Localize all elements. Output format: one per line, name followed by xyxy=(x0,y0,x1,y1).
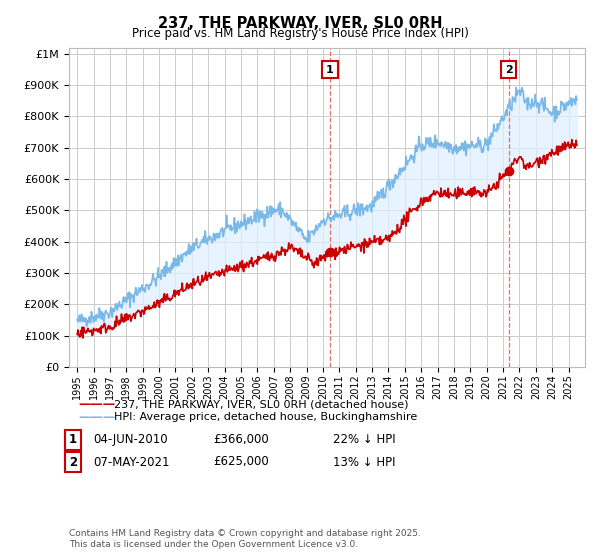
Text: Price paid vs. HM Land Registry's House Price Index (HPI): Price paid vs. HM Land Registry's House … xyxy=(131,27,469,40)
Text: ———: ——— xyxy=(78,410,115,424)
Text: 2: 2 xyxy=(69,455,77,469)
Text: 04-JUN-2010: 04-JUN-2010 xyxy=(93,433,167,446)
Text: 07-MAY-2021: 07-MAY-2021 xyxy=(93,455,170,469)
Text: 237, THE PARKWAY, IVER, SL0 0RH: 237, THE PARKWAY, IVER, SL0 0RH xyxy=(158,16,442,31)
Text: 1: 1 xyxy=(69,433,77,446)
Text: £366,000: £366,000 xyxy=(213,433,269,446)
Text: £625,000: £625,000 xyxy=(213,455,269,469)
Text: 2: 2 xyxy=(505,64,512,74)
Text: 1: 1 xyxy=(326,64,334,74)
Text: 13% ↓ HPI: 13% ↓ HPI xyxy=(333,455,395,469)
Text: ———: ——— xyxy=(78,398,115,412)
Text: 22% ↓ HPI: 22% ↓ HPI xyxy=(333,433,395,446)
Text: HPI: Average price, detached house, Buckinghamshire: HPI: Average price, detached house, Buck… xyxy=(114,412,417,422)
Text: Contains HM Land Registry data © Crown copyright and database right 2025.
This d: Contains HM Land Registry data © Crown c… xyxy=(69,529,421,549)
Text: 237, THE PARKWAY, IVER, SL0 0RH (detached house): 237, THE PARKWAY, IVER, SL0 0RH (detache… xyxy=(114,400,409,410)
